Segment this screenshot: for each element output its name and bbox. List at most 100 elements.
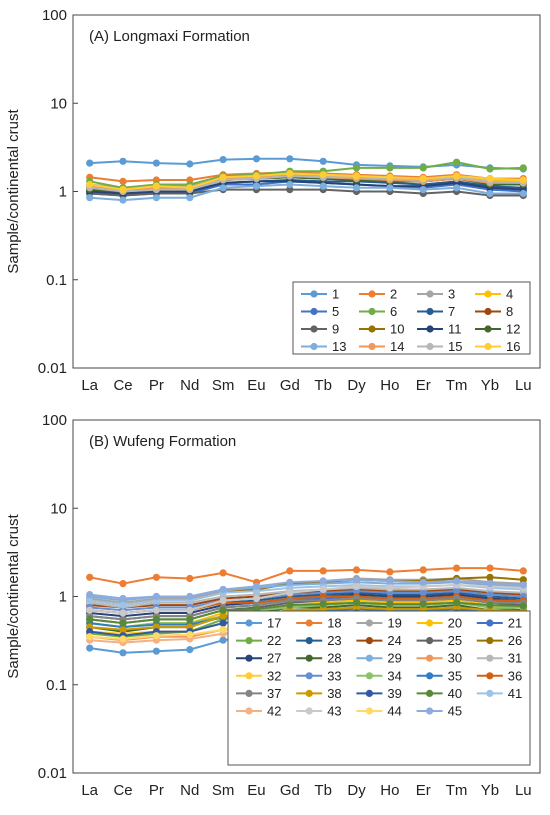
data-point — [219, 184, 227, 192]
legend-label-9: 9 — [332, 322, 339, 337]
data-point — [386, 164, 394, 172]
data-point — [186, 631, 194, 639]
series-line-40 — [89, 601, 524, 625]
legend-marker-17 — [245, 619, 253, 627]
data-point — [119, 186, 127, 194]
data-point — [219, 636, 227, 644]
legend-box — [292, 281, 531, 355]
legend-marker-35 — [426, 672, 434, 680]
legend-marker-36 — [486, 672, 494, 680]
data-point — [252, 172, 261, 180]
data-point — [119, 649, 127, 657]
data-point — [453, 184, 461, 192]
data-point — [419, 186, 427, 194]
legend-label-13: 13 — [332, 339, 346, 354]
data-point — [486, 573, 494, 581]
legend-marker-11 — [426, 325, 434, 333]
data-point — [519, 567, 527, 575]
legend-marker-33 — [305, 672, 313, 680]
series-line-15 — [89, 174, 524, 193]
data-point — [119, 601, 127, 609]
data-point — [252, 155, 261, 163]
data-point — [219, 612, 227, 620]
series-16 — [86, 169, 527, 194]
x-category-label: Ho — [380, 377, 399, 394]
legend-label-10: 10 — [390, 322, 404, 337]
x-category-label: Ho — [380, 782, 399, 799]
series-40 — [86, 599, 527, 627]
legend-label-18: 18 — [327, 616, 341, 631]
legend-marker-6 — [368, 307, 376, 316]
data-point — [86, 615, 94, 624]
data-point — [352, 172, 361, 180]
x-category-label: Er — [416, 377, 431, 394]
legend-marker-39 — [365, 689, 373, 698]
data-point — [319, 600, 327, 608]
legend-label-40: 40 — [448, 686, 462, 701]
series-line-6 — [89, 161, 524, 189]
series-line-11 — [89, 180, 524, 195]
data-point — [286, 180, 294, 189]
series-45 — [86, 576, 527, 603]
series-line-9 — [89, 188, 524, 197]
data-point — [352, 566, 361, 574]
data-point — [419, 578, 427, 586]
data-point — [186, 615, 194, 624]
data-point — [86, 573, 94, 581]
legend-marker-7 — [426, 307, 434, 316]
legend-label-21: 21 — [508, 616, 522, 631]
data-point — [319, 577, 327, 585]
data-point — [219, 619, 227, 627]
legend-label-2: 2 — [390, 287, 397, 302]
legend-marker-4 — [484, 290, 492, 298]
data-point — [152, 606, 160, 614]
legend-label-16: 16 — [506, 339, 520, 354]
legend-label-32: 32 — [267, 668, 281, 683]
series-line-33 — [89, 590, 524, 612]
x-category-label: Dy — [347, 782, 366, 799]
legend-marker-20 — [426, 619, 434, 627]
legend-marker-12 — [484, 325, 492, 333]
data-point — [386, 600, 394, 608]
legend-marker-25 — [426, 637, 434, 645]
series-line-1 — [89, 157, 524, 170]
x-category-label: Tb — [314, 782, 332, 799]
series-line-16 — [89, 172, 524, 191]
data-point — [352, 582, 361, 591]
legend-label-20: 20 — [448, 616, 462, 631]
data-point — [419, 175, 427, 183]
legend-label-23: 23 — [327, 633, 341, 648]
legend-marker-42 — [245, 707, 253, 715]
data-point — [186, 592, 194, 601]
data-point — [186, 184, 194, 192]
legend-label-24: 24 — [387, 633, 401, 648]
data-point — [119, 196, 127, 204]
data-point — [519, 164, 527, 172]
data-point — [219, 585, 227, 594]
data-point — [352, 599, 361, 607]
data-point — [152, 182, 160, 190]
data-point — [519, 581, 527, 589]
legend: 17 18 19 20 21 22 23 24 25 26 27 28 29 30 31 32 33 34 35 36… — [227, 610, 531, 766]
legend-marker-44 — [365, 707, 373, 715]
x-category-label: Ce — [113, 782, 132, 799]
data-point — [186, 574, 194, 583]
data-point — [219, 569, 227, 577]
data-point — [119, 609, 127, 617]
y-axis-label: Sample/continental crust — [5, 514, 22, 679]
legend-label-36: 36 — [508, 668, 522, 683]
legend-marker-13 — [310, 342, 318, 351]
data-point — [219, 626, 227, 634]
data-point — [186, 646, 194, 654]
legend-label-4: 4 — [506, 287, 513, 302]
x-category-label: Eu — [247, 782, 265, 799]
data-point — [152, 615, 160, 624]
data-point — [319, 182, 327, 190]
legend-box — [227, 610, 531, 766]
data-point — [286, 186, 294, 194]
data-point — [119, 626, 127, 634]
data-point — [453, 599, 461, 607]
data-point — [186, 160, 194, 168]
